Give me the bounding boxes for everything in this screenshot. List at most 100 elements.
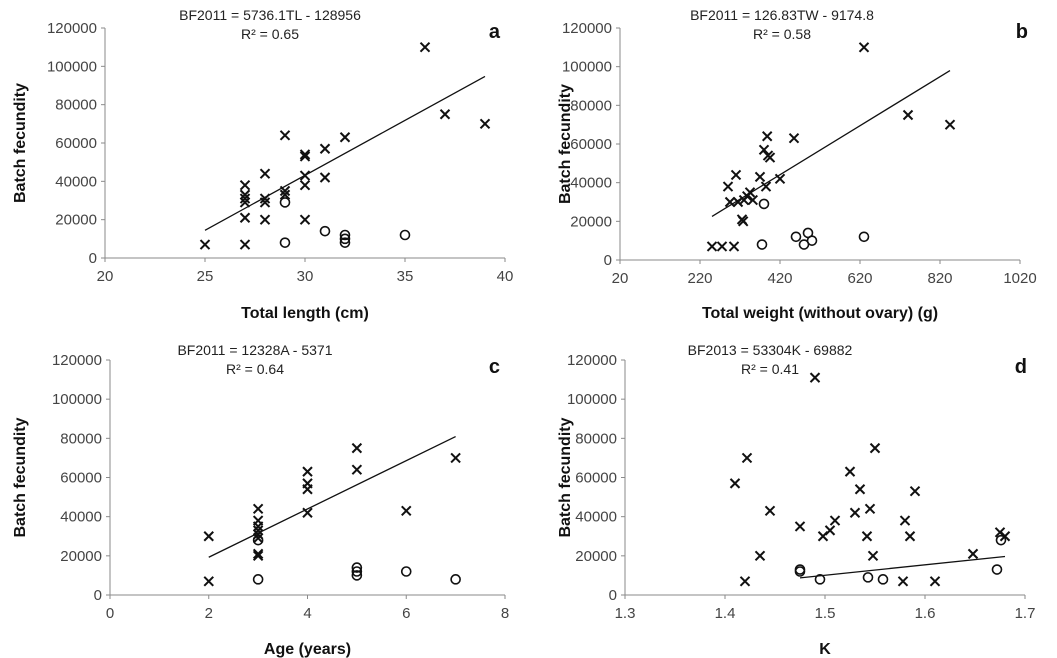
data-point-x [203,576,214,587]
data-point-x [764,152,776,163]
trend-line [204,75,486,231]
data-point-x [732,196,744,208]
data-point-x [729,478,741,489]
data-point-circle [790,231,802,243]
data-point-x [319,143,331,154]
y-tick-label: 20000 [575,548,617,565]
x-marker-stroke [858,42,870,53]
data-point-circle [450,574,461,585]
regression-equation: BF2013 = 53304K - 69882 [688,342,853,358]
data-point-x [252,515,264,526]
data-point-x [302,466,313,477]
y-tick-label: 60000 [60,470,102,487]
r-squared-label: R² = 0.58 [753,26,811,42]
data-point-x [239,193,251,204]
x-marker-stroke [252,525,264,536]
x-marker-stroke [259,214,271,225]
x-marker-stroke [788,132,800,144]
x-tick-label: 30 [297,268,314,285]
data-point-x [299,179,311,191]
r-squared-label: R² = 0.41 [741,361,799,377]
y-tick-label: 100000 [52,391,102,408]
y-tick-label: 80000 [575,430,617,447]
data-point-x [252,503,264,515]
data-point-x [744,187,756,198]
x-marker-stroke [744,187,756,198]
data-point-x [299,149,311,160]
x-tick-label: 20 [97,268,114,285]
data-point-x [279,189,291,200]
x-marker-stroke [730,169,742,181]
data-point-x [764,505,776,516]
x-tick-label: 6 [402,605,410,622]
data-point-circle [339,237,351,248]
x-axis-title: Total weight (without ovary) (g) [702,305,938,322]
data-point-circle [862,572,874,583]
data-point-x [858,42,870,53]
data-point-x [351,464,363,475]
data-point-circle [756,239,768,250]
x-marker-stroke [867,550,879,562]
y-tick-label: 120000 [567,352,617,369]
x-marker-stroke [728,241,740,252]
x-axis-title: Total length (cm) [241,305,369,322]
x-marker-stroke [706,241,718,252]
x-marker-stroke [252,515,264,526]
x-marker-stroke [252,533,264,544]
y-tick-label: 100000 [562,59,612,76]
data-point-circle [877,574,889,585]
chart-panel-d: 0 20000 40000 60000 80000 100000 120000 1.3 1.4 1… [557,342,1035,658]
x-marker-stroke [239,193,251,204]
y-axis-title: Batch fecundity [12,417,29,537]
panel-letter: c [489,356,500,378]
data-point-circle [806,235,818,246]
x-tick-label: 1.5 [815,605,836,622]
y-tick-label: 20000 [570,213,612,230]
data-point-x [299,170,311,181]
x-marker-stroke [351,442,363,454]
x-marker-stroke [199,239,211,250]
data-point-circle [279,237,291,248]
x-tick-label: 4 [303,605,311,622]
r-squared-label: R² = 0.65 [241,26,299,42]
data-point-circle [351,562,363,573]
chart-panel-c: 0 20000 40000 60000 80000 100000 120000 0 2 4 6 8 Ag… [12,342,509,658]
data-point-x [351,442,363,454]
x-marker-stroke [319,172,331,183]
data-point-circle [339,233,351,245]
x-tick-label: 0 [106,605,114,622]
data-point-x [239,179,251,191]
data-point-x [730,169,742,181]
data-point-x [302,507,313,518]
data-point-x [259,214,271,225]
x-marker-stroke [419,41,431,53]
x-marker-stroke [279,130,291,141]
data-point-x [302,478,313,489]
x-marker-stroke [897,576,909,587]
x-marker-stroke [299,214,311,225]
x-tick-label: 40 [497,268,514,285]
x-marker-stroke [203,576,214,587]
data-point-x [239,212,251,223]
x-marker-stroke [760,181,772,192]
data-point-circle [252,534,264,546]
x-marker-stroke [302,466,313,477]
data-point-circle [858,231,870,243]
x-marker-stroke [761,131,773,142]
data-point-x [728,241,740,252]
data-point-x [774,173,786,185]
x-marker-stroke [299,170,311,181]
data-point-x [739,576,751,587]
panel-letter: d [1015,356,1027,378]
x-tick-label: 220 [687,270,712,287]
data-point-circle [814,574,826,585]
x-marker-stroke [754,550,766,562]
data-point-x [899,515,911,526]
trend-line [208,435,456,558]
x-marker-stroke [758,144,770,156]
x-marker-stroke [302,478,313,489]
data-point-x [203,531,214,542]
data-point-x [788,132,800,144]
x-marker-stroke [732,196,744,208]
